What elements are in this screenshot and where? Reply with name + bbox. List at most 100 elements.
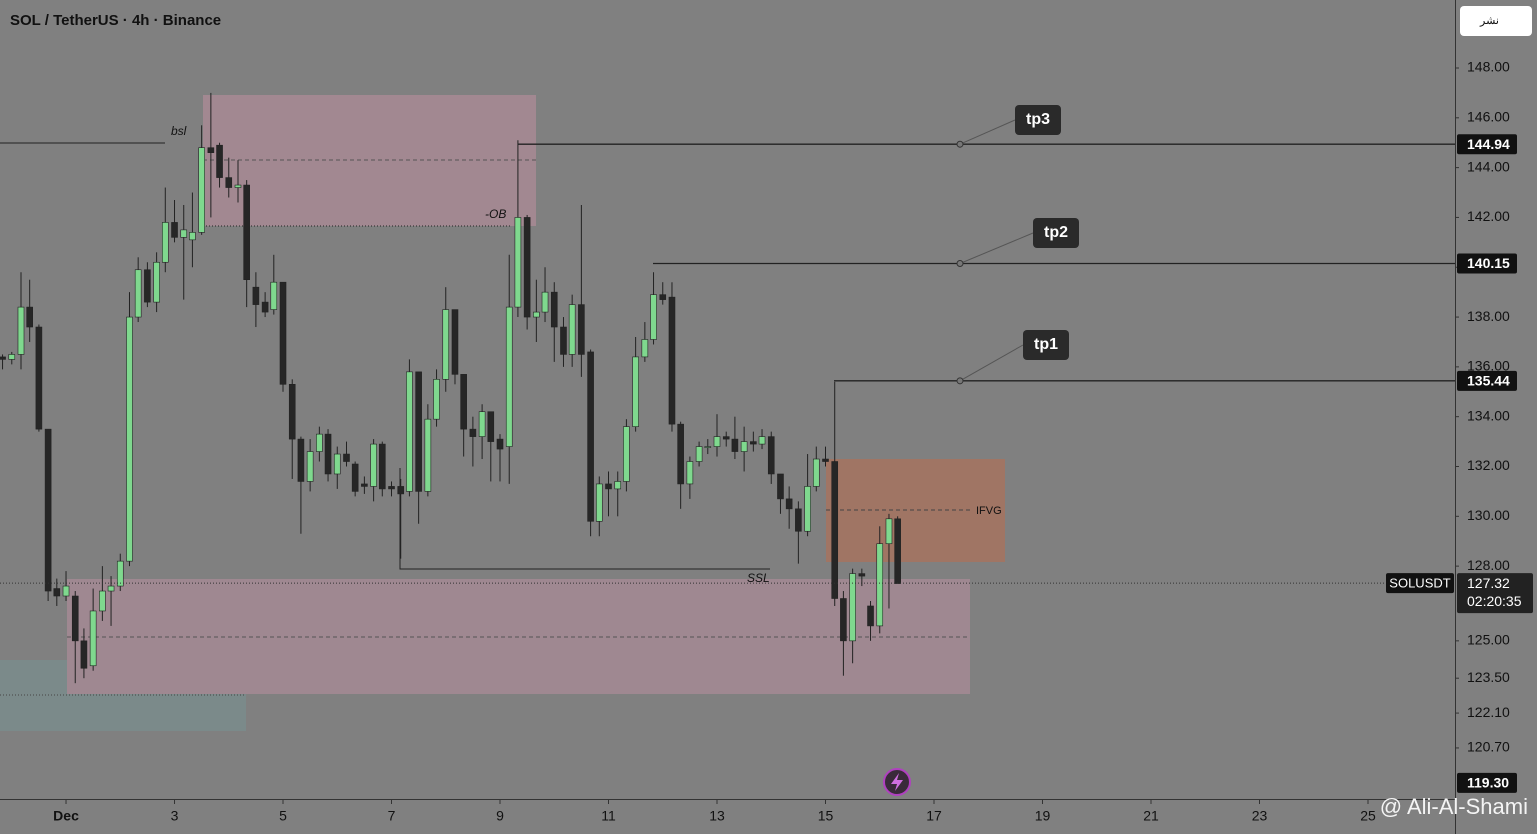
x-tick-label: 9 <box>496 808 504 824</box>
zone <box>203 95 536 226</box>
candle-body <box>62 585 70 597</box>
candle-body <box>370 443 377 487</box>
candle-body <box>812 458 820 487</box>
candle-body <box>550 291 558 328</box>
symbol-tag-label: SOLUSDT <box>1389 576 1450 591</box>
candle-body <box>533 311 540 318</box>
y-tick-label: 136.00 <box>1467 358 1510 374</box>
candle-body <box>469 428 477 437</box>
candle-body <box>316 433 323 452</box>
candle-body <box>261 301 269 313</box>
candle-body <box>451 309 459 375</box>
annotation: SSL <box>747 571 770 585</box>
x-tick-label: 7 <box>388 808 396 824</box>
y-tick-label: 120.70 <box>1467 739 1510 755</box>
candle-body <box>578 304 585 355</box>
candle-body <box>343 453 350 462</box>
candle-body <box>378 443 386 490</box>
candle-body <box>17 306 25 355</box>
connector <box>959 232 1034 264</box>
candle-body <box>252 286 260 305</box>
candle-body <box>777 473 784 500</box>
y-tick-label: 138.00 <box>1467 308 1510 324</box>
candle-body <box>541 291 549 313</box>
candle-body <box>758 436 766 445</box>
y-tick-label: 144.00 <box>1467 158 1510 174</box>
candle-body <box>53 588 61 597</box>
candle-body <box>885 518 893 545</box>
candle-body <box>442 309 450 380</box>
button-bg[interactable] <box>1460 6 1532 36</box>
x-tick-label: 15 <box>818 808 834 824</box>
symbol-tag <box>1386 573 1454 594</box>
y-tick-label: 128.00 <box>1467 557 1510 573</box>
candle-body <box>876 543 884 627</box>
price-tag <box>1457 772 1517 793</box>
level-name: tp3 <box>1026 111 1050 128</box>
candle-body <box>460 374 467 430</box>
candle-body <box>99 590 106 612</box>
candle-body <box>822 458 829 462</box>
chart-title: SOL / TetherUS · 4h · Binance <box>10 12 221 29</box>
level-name: tp2 <box>1044 224 1068 241</box>
candle-body <box>849 573 856 642</box>
anchor-dot <box>956 377 964 385</box>
y-tick-label: 125.00 <box>1467 632 1510 648</box>
candle-body <box>650 294 657 340</box>
candle-body <box>659 294 667 300</box>
candle-body <box>795 508 802 532</box>
candle-body <box>306 451 314 482</box>
annotation: IFVG <box>976 505 1002 517</box>
candle-body <box>89 610 97 667</box>
candle-body <box>858 573 866 577</box>
label-box <box>1033 218 1079 248</box>
candle-body <box>234 184 242 188</box>
candle-body <box>722 436 730 440</box>
price-tag-label: 144.94 <box>1467 136 1510 152</box>
candle-body <box>750 441 757 445</box>
candle-body <box>677 423 684 485</box>
candle-body <box>333 453 341 475</box>
candle-body <box>243 184 250 281</box>
button[interactable]: نشر <box>1479 15 1499 27</box>
candle-body <box>153 261 160 303</box>
candle-body <box>731 438 739 452</box>
candle-body <box>695 446 703 462</box>
candle-body <box>324 433 332 475</box>
x-tick-label: 5 <box>279 808 287 824</box>
y-tick-label: 123.50 <box>1467 669 1510 685</box>
candle-body <box>44 428 52 592</box>
y-tick-label: 134.00 <box>1467 407 1510 423</box>
candle-body <box>415 371 422 492</box>
candle-body <box>35 326 43 430</box>
ssl-line <box>399 468 770 570</box>
price-tag <box>1457 134 1517 155</box>
candle-body <box>134 269 142 318</box>
candle-body <box>840 598 847 642</box>
price-tag-label: 119.30 <box>1467 775 1509 791</box>
candle-body <box>0 356 6 360</box>
candle-body <box>568 304 576 355</box>
y-tick-label: 130.00 <box>1467 507 1510 523</box>
candle-body <box>785 498 793 510</box>
candle-body <box>831 461 839 599</box>
candle-body <box>8 354 16 360</box>
x-tick-label: 23 <box>1252 808 1268 824</box>
candle-body <box>713 436 721 447</box>
candle-body <box>397 486 405 495</box>
price-tag <box>1457 370 1517 391</box>
candle-body <box>180 229 188 238</box>
anchor-dot <box>956 140 964 148</box>
annotation: -OB <box>485 207 506 221</box>
candle-body <box>351 463 359 492</box>
candle-body <box>668 296 676 425</box>
candle-body <box>288 384 296 440</box>
candle-body <box>71 595 79 642</box>
icon <box>891 773 903 791</box>
y-tick-label: 148.00 <box>1467 59 1510 75</box>
candle-body <box>478 411 486 437</box>
candle-body <box>496 438 504 450</box>
candle-body <box>198 147 205 233</box>
candle-body <box>704 446 712 448</box>
candle-body <box>560 326 567 355</box>
